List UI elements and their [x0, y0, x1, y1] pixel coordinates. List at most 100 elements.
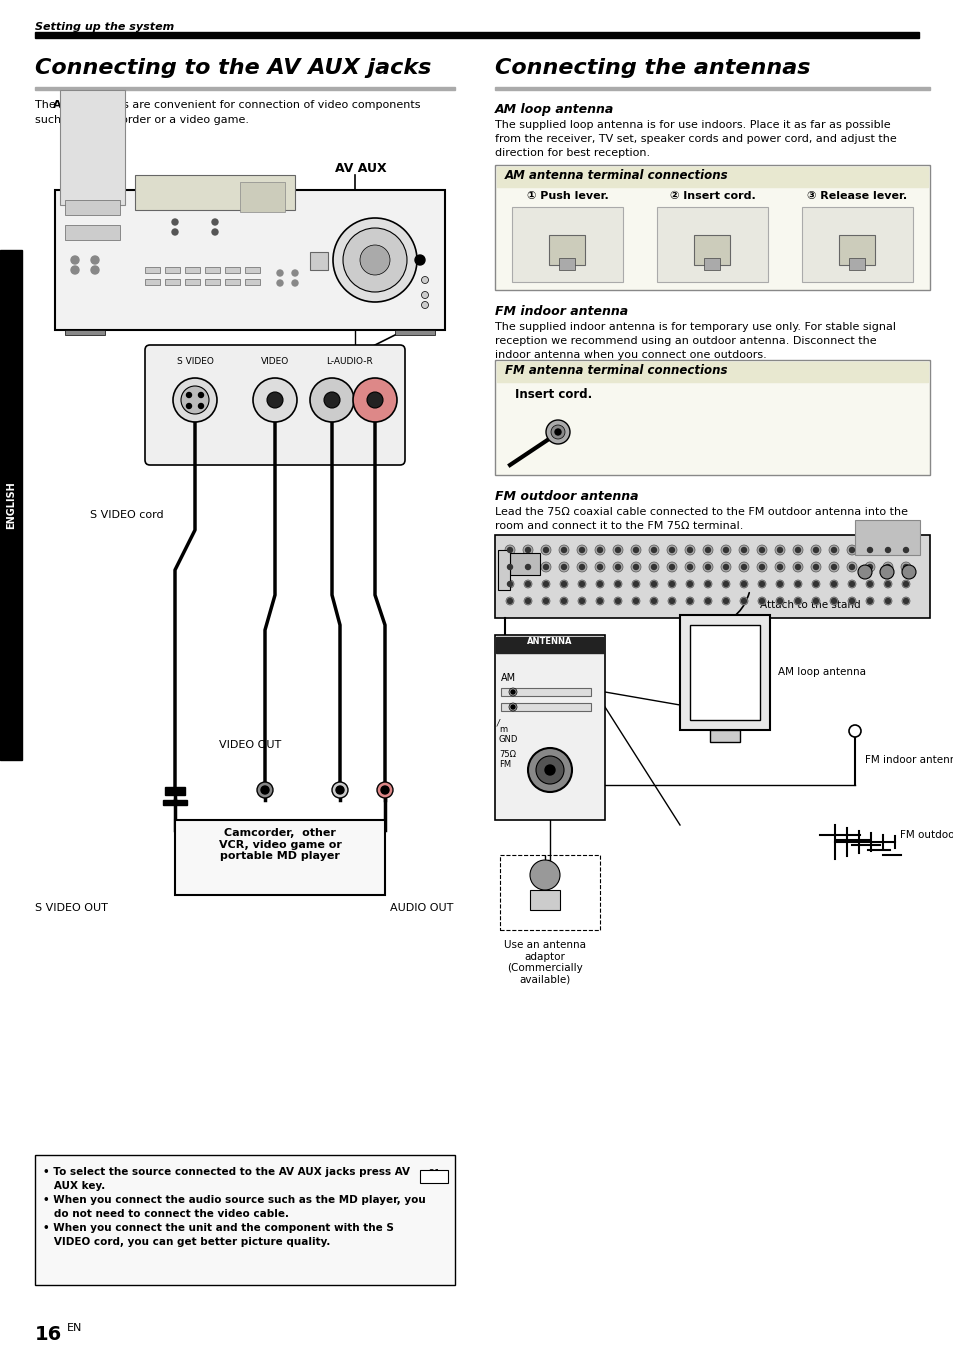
Circle shape — [577, 544, 586, 555]
Circle shape — [256, 782, 273, 798]
Circle shape — [879, 565, 893, 580]
Circle shape — [793, 597, 801, 605]
Bar — [497, 362, 927, 382]
Circle shape — [795, 565, 800, 570]
Circle shape — [91, 266, 99, 274]
Circle shape — [900, 562, 910, 571]
Circle shape — [759, 547, 763, 553]
Circle shape — [507, 598, 512, 604]
Text: AM: AM — [500, 673, 516, 684]
Circle shape — [795, 598, 800, 604]
Circle shape — [792, 544, 802, 555]
Circle shape — [848, 565, 854, 570]
Text: jacks are convenient for connection of video components: jacks are convenient for connection of v… — [97, 100, 420, 109]
Circle shape — [504, 544, 515, 555]
Circle shape — [545, 420, 569, 444]
Circle shape — [774, 544, 784, 555]
Text: such as a camcorder or a video game.: such as a camcorder or a video game. — [35, 115, 249, 126]
Circle shape — [359, 245, 390, 276]
Circle shape — [504, 562, 515, 571]
Bar — [395, 330, 435, 335]
Text: AV AUX: AV AUX — [53, 100, 99, 109]
Circle shape — [525, 598, 530, 604]
Circle shape — [901, 565, 915, 580]
Circle shape — [615, 598, 619, 604]
Text: AM loop antenna: AM loop antenna — [495, 103, 614, 116]
Circle shape — [777, 565, 781, 570]
Circle shape — [631, 580, 639, 588]
Circle shape — [597, 581, 602, 586]
Circle shape — [186, 404, 192, 408]
Circle shape — [740, 580, 747, 588]
Text: Connecting to the AV AUX jacks: Connecting to the AV AUX jacks — [35, 58, 431, 78]
Bar — [689, 626, 760, 720]
Circle shape — [597, 598, 602, 604]
Text: Insert cord.: Insert cord. — [515, 388, 592, 401]
Circle shape — [651, 547, 656, 553]
Circle shape — [561, 581, 566, 586]
Text: m
GND: m GND — [498, 725, 517, 744]
Text: The supplied indoor antenna is for temporary use only. For stable signal: The supplied indoor antenna is for tempo… — [495, 322, 895, 332]
Circle shape — [527, 748, 572, 792]
Bar — [495, 165, 929, 290]
Text: • To select the source connected to the AV AUX jacks press AV: • To select the source connected to the … — [43, 1167, 410, 1177]
Circle shape — [523, 597, 532, 605]
Circle shape — [212, 230, 218, 235]
Bar — [657, 207, 767, 282]
Text: AUDIO OUT: AUDIO OUT — [390, 902, 453, 913]
Circle shape — [525, 581, 530, 586]
Circle shape — [866, 598, 872, 604]
Circle shape — [687, 598, 692, 604]
Circle shape — [720, 544, 730, 555]
Text: FM indoor antenna: FM indoor antenna — [864, 755, 953, 765]
Circle shape — [666, 544, 677, 555]
Circle shape — [687, 547, 692, 553]
Text: ③ Release lever.: ③ Release lever. — [806, 190, 906, 201]
Circle shape — [846, 562, 856, 571]
Bar — [530, 890, 559, 911]
Circle shape — [702, 562, 712, 571]
Bar — [165, 267, 180, 273]
Circle shape — [866, 565, 872, 570]
Circle shape — [559, 580, 567, 588]
Circle shape — [775, 597, 783, 605]
Circle shape — [884, 598, 889, 604]
Circle shape — [721, 580, 729, 588]
Circle shape — [705, 581, 710, 586]
Circle shape — [684, 562, 695, 571]
Circle shape — [705, 547, 710, 553]
Circle shape — [884, 565, 889, 570]
Circle shape — [507, 547, 512, 553]
Circle shape — [901, 597, 909, 605]
Text: The: The — [35, 100, 59, 109]
Bar — [240, 182, 285, 212]
Circle shape — [902, 581, 907, 586]
Circle shape — [720, 562, 730, 571]
Bar — [495, 635, 604, 820]
Circle shape — [775, 580, 783, 588]
Circle shape — [561, 598, 566, 604]
Circle shape — [172, 219, 178, 226]
Circle shape — [614, 580, 621, 588]
Circle shape — [367, 392, 382, 408]
Bar — [419, 1170, 448, 1183]
Circle shape — [865, 597, 873, 605]
Circle shape — [883, 597, 891, 605]
Circle shape — [630, 544, 640, 555]
Text: • When you connect the audio source such as the MD player, you: • When you connect the audio source such… — [43, 1196, 425, 1205]
Circle shape — [667, 597, 676, 605]
Circle shape — [71, 266, 79, 274]
Circle shape — [703, 580, 711, 588]
Bar — [848, 258, 864, 269]
Bar — [35, 32, 918, 38]
Circle shape — [507, 565, 512, 570]
Circle shape — [882, 562, 892, 571]
Circle shape — [380, 786, 389, 794]
Circle shape — [71, 255, 79, 263]
Circle shape — [186, 393, 192, 397]
Circle shape — [759, 565, 763, 570]
Circle shape — [525, 565, 530, 570]
Bar — [225, 280, 240, 285]
Bar — [495, 86, 929, 91]
Circle shape — [615, 547, 619, 553]
